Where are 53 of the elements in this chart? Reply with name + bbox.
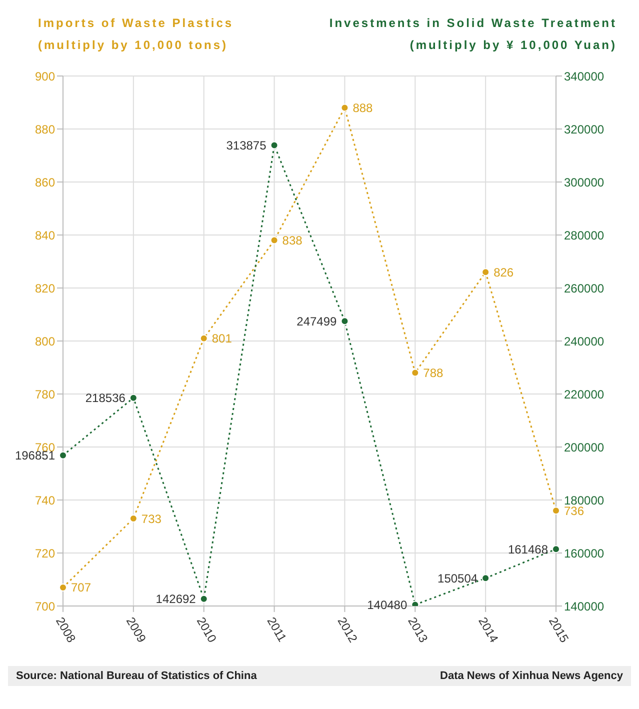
point <box>340 104 349 112</box>
y2-tick-label: 140000 <box>564 599 604 614</box>
data-label: 140480 <box>367 598 408 612</box>
data-label: 801 <box>212 332 232 346</box>
data-label: 707 <box>71 580 92 595</box>
y-axis-title: Imports of Waste Plastics (multiply by 10,000 tons) <box>38 15 234 54</box>
point <box>270 236 278 244</box>
point <box>129 394 138 402</box>
y2-tick-label: 160000 <box>564 546 604 560</box>
point <box>200 594 208 603</box>
data-label: 142692 <box>156 592 196 606</box>
point <box>552 506 560 515</box>
point <box>270 141 278 150</box>
data-label: 888 <box>352 101 374 116</box>
data-label: 161468 <box>508 542 548 556</box>
y2-tick-label: 260000 <box>564 281 604 296</box>
y-tick-label: 780 <box>34 387 56 402</box>
y-tick-label: 740 <box>34 493 56 508</box>
y2-tick-label: 200000 <box>564 440 604 454</box>
y2-tick-label: 220000 <box>564 387 604 402</box>
data-label: 150504 <box>438 571 478 586</box>
y-tick-label: 900 <box>34 69 56 84</box>
y-tick-label: 880 <box>34 122 56 136</box>
point <box>482 574 490 582</box>
y-tick-label: 820 <box>34 281 56 296</box>
text: Data News of Xinhua News Agency <box>440 670 623 682</box>
point <box>552 545 560 554</box>
data-label: 838 <box>282 234 303 248</box>
point <box>411 368 420 377</box>
point <box>482 268 490 276</box>
y2-tick-label: 280000 <box>564 228 604 242</box>
y2-tick-label: 320000 <box>564 122 604 136</box>
point <box>129 514 138 523</box>
point <box>340 317 349 326</box>
data-label: 218536 <box>85 391 126 406</box>
y-tick-label: 700 <box>34 599 56 614</box>
data-label: 826 <box>494 265 514 280</box>
data-label: 788 <box>423 366 444 380</box>
y2-tick-label: 240000 <box>564 334 604 348</box>
y2-tick-label: 340000 <box>564 69 604 84</box>
point <box>59 451 67 460</box>
point <box>59 583 67 592</box>
y2-axis-title: Investments in Solid Waste Treatment (multiply by ¥ 10,000 Yuan) <box>329 15 617 54</box>
data-label: 247499 <box>296 314 338 328</box>
data-label: 313875 <box>226 138 267 152</box>
y-tick-label: 800 <box>34 334 56 348</box>
y-tick-label: 720 <box>34 546 56 560</box>
point <box>200 334 208 342</box>
data-label: 733 <box>141 512 162 526</box>
y-tick-label: 860 <box>34 175 56 190</box>
source-note: Source: National Bureau of Statistics of China <box>16 670 257 682</box>
y2-tick-label: 300000 <box>564 175 604 190</box>
y-tick-label: 840 <box>34 228 56 242</box>
